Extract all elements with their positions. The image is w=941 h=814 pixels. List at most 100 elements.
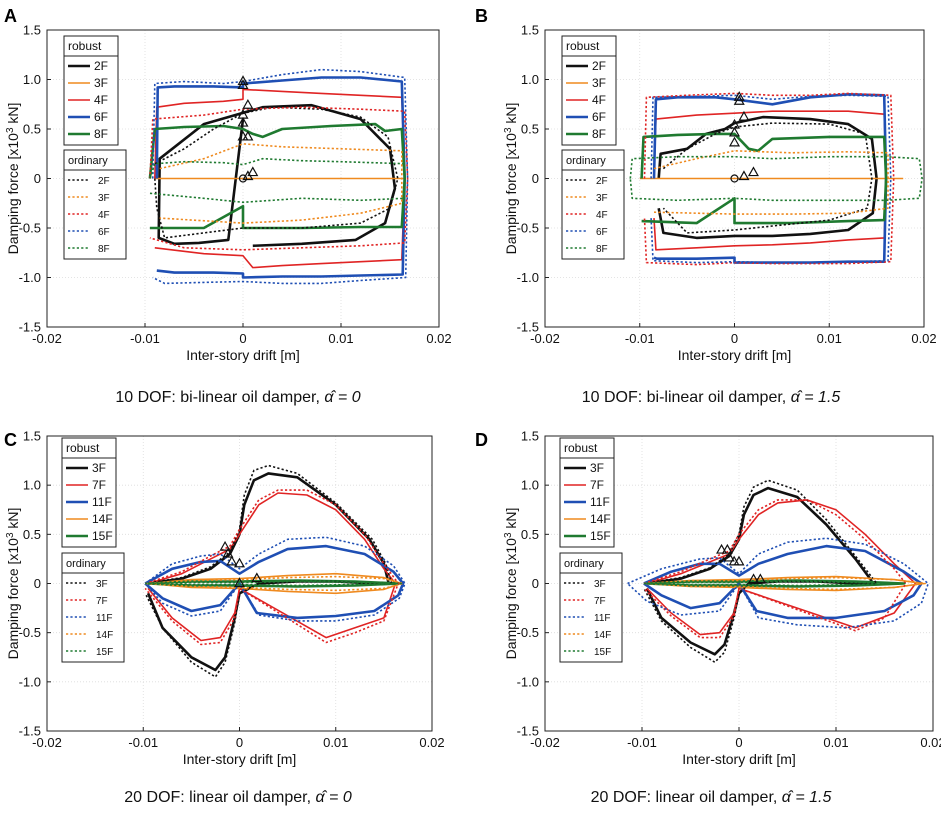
y-axis-label: Damping force [x103 kN] — [503, 103, 520, 255]
x-axis-label: Inter-story drift [m] — [678, 347, 792, 363]
legend-entry: 8F — [94, 127, 108, 141]
x-tick-label: 0.02 — [419, 735, 444, 750]
y-tick-label: 1.5 — [521, 429, 539, 444]
legend-entry: 3F — [96, 579, 108, 590]
y-axis-label: Damping force [x103 kN] — [503, 508, 520, 660]
legend-entry: 14F — [92, 512, 113, 526]
legend-entry: 4F — [94, 93, 108, 107]
y-axis-label-main: Damping force [x10 — [503, 133, 519, 255]
x-tick-label: -0.01 — [130, 331, 160, 346]
y-tick-label: 0.5 — [521, 122, 539, 137]
x-axis-label: Inter-story drift [m] — [186, 347, 300, 363]
legend-entry: 8F — [98, 244, 110, 255]
y-axis-label-unit: kN] — [5, 103, 21, 128]
panel-label: B — [475, 6, 488, 26]
caption-prefix: 10 DOF: bi-linear oil damper, — [115, 389, 324, 406]
legend-robust-title: robust — [564, 441, 598, 455]
legend-entry: 2F — [94, 59, 108, 73]
y-tick-label: 1.0 — [23, 72, 41, 87]
y-tick-label: -1.5 — [19, 320, 41, 335]
x-tick-label: -0.01 — [627, 735, 657, 750]
y-tick-label: 1.5 — [521, 23, 539, 38]
y-tick-label: -1.5 — [517, 320, 539, 335]
legend-entry: 8F — [596, 244, 608, 255]
y-tick-label: 0 — [34, 576, 41, 591]
x-tick-label: 0.01 — [817, 331, 842, 346]
y-axis-label-main: Damping force [x10 — [503, 538, 519, 660]
x-tick-label: 0.02 — [920, 735, 941, 750]
legend-entry: 7F — [594, 596, 606, 607]
legend-entry: 3F — [594, 579, 606, 590]
x-tick-label: -0.01 — [625, 331, 655, 346]
legend-entry: 15F — [594, 647, 611, 658]
legend-entry: 2F — [98, 176, 110, 187]
legend-entry: 14F — [594, 630, 611, 641]
caption-prefix: 10 DOF: bi-linear oil damper, — [582, 389, 791, 406]
caption-prefix: 20 DOF: linear oil damper, — [124, 789, 315, 806]
caption-prefix: 20 DOF: linear oil damper, — [591, 789, 782, 806]
panel-label: C — [4, 430, 17, 450]
legend-entry: 3F — [590, 461, 604, 475]
legend-entry: 11F — [590, 495, 610, 509]
y-tick-label: 0.5 — [23, 122, 41, 137]
caption-alpha: α̂ = 1.5 — [782, 789, 832, 806]
legend-entry: 4F — [596, 210, 608, 221]
panel-label: D — [475, 430, 488, 450]
caption-alpha: α̂ = 0 — [324, 389, 360, 406]
panel-caption: 10 DOF: bi-linear oil damper, α̂ = 1.5 — [582, 389, 841, 406]
x-tick-label: -0.01 — [128, 735, 158, 750]
legend-ordinary-title: ordinary — [66, 558, 106, 570]
panel-caption: 20 DOF: linear oil damper, α̂ = 1.5 — [591, 789, 832, 806]
y-axis-label-unit: kN] — [503, 508, 519, 533]
y-tick-label: 0.5 — [521, 527, 539, 542]
y-tick-label: -1.5 — [19, 724, 41, 739]
legend-entry: 14F — [590, 512, 611, 526]
x-tick-label: 0.01 — [823, 735, 848, 750]
x-tick-label: 0 — [236, 735, 243, 750]
legend-entry: 15F — [590, 529, 611, 543]
y-tick-label: 0 — [532, 576, 539, 591]
legend-ordinary-title: ordinary — [68, 155, 108, 167]
y-tick-label: 1.0 — [521, 478, 539, 493]
y-axis-label-main: Damping force [x10 — [5, 538, 21, 660]
x-axis-label: Inter-story drift [m] — [183, 751, 297, 767]
legend-entry: 15F — [92, 529, 113, 543]
y-tick-label: -1.5 — [517, 724, 539, 739]
y-tick-label: 0.5 — [23, 527, 41, 542]
x-tick-label: 0.02 — [911, 331, 936, 346]
legend-entry: 4F — [98, 210, 110, 221]
legend-ordinary-title: ordinary — [564, 558, 604, 570]
legend-entry: 3F — [92, 461, 106, 475]
legend-entry: 3F — [94, 76, 108, 90]
legend-entry: 7F — [590, 478, 604, 492]
x-tick-label: 0 — [735, 735, 742, 750]
legend-entry: 7F — [96, 596, 108, 607]
legend-entry: 3F — [98, 193, 110, 204]
y-axis-label: Damping force [x103 kN] — [5, 508, 22, 660]
y-axis-label: Damping force [x103 kN] — [5, 103, 22, 255]
legend-robust-title: robust — [68, 39, 102, 53]
legend-entry: 2F — [596, 176, 608, 187]
y-axis-label-unit: kN] — [5, 508, 21, 533]
legend-robust-title: robust — [566, 39, 600, 53]
legend-entry: 6F — [592, 110, 606, 124]
legend-robust-title: robust — [66, 441, 100, 455]
legend-entry: 3F — [596, 193, 608, 204]
y-tick-label: -1.0 — [517, 674, 539, 689]
panel-caption: 10 DOF: bi-linear oil damper, α̂ = 0 — [115, 389, 360, 406]
y-tick-label: 1.5 — [23, 23, 41, 38]
y-tick-label: 0 — [532, 171, 539, 186]
legend-entry: 2F — [592, 59, 606, 73]
y-tick-label: 1.5 — [23, 429, 41, 444]
legend-entry: 15F — [96, 647, 113, 658]
legend-entry: 14F — [96, 630, 113, 641]
legend-entry: 11F — [92, 495, 112, 509]
y-tick-label: 1.0 — [23, 478, 41, 493]
legend-entry: 7F — [92, 478, 106, 492]
legend-entry: 6F — [94, 110, 108, 124]
legend-entry: 3F — [592, 76, 606, 90]
legend-entry: 6F — [98, 227, 110, 238]
x-tick-label: 0 — [731, 331, 738, 346]
legend-ordinary-title: ordinary — [566, 155, 606, 167]
